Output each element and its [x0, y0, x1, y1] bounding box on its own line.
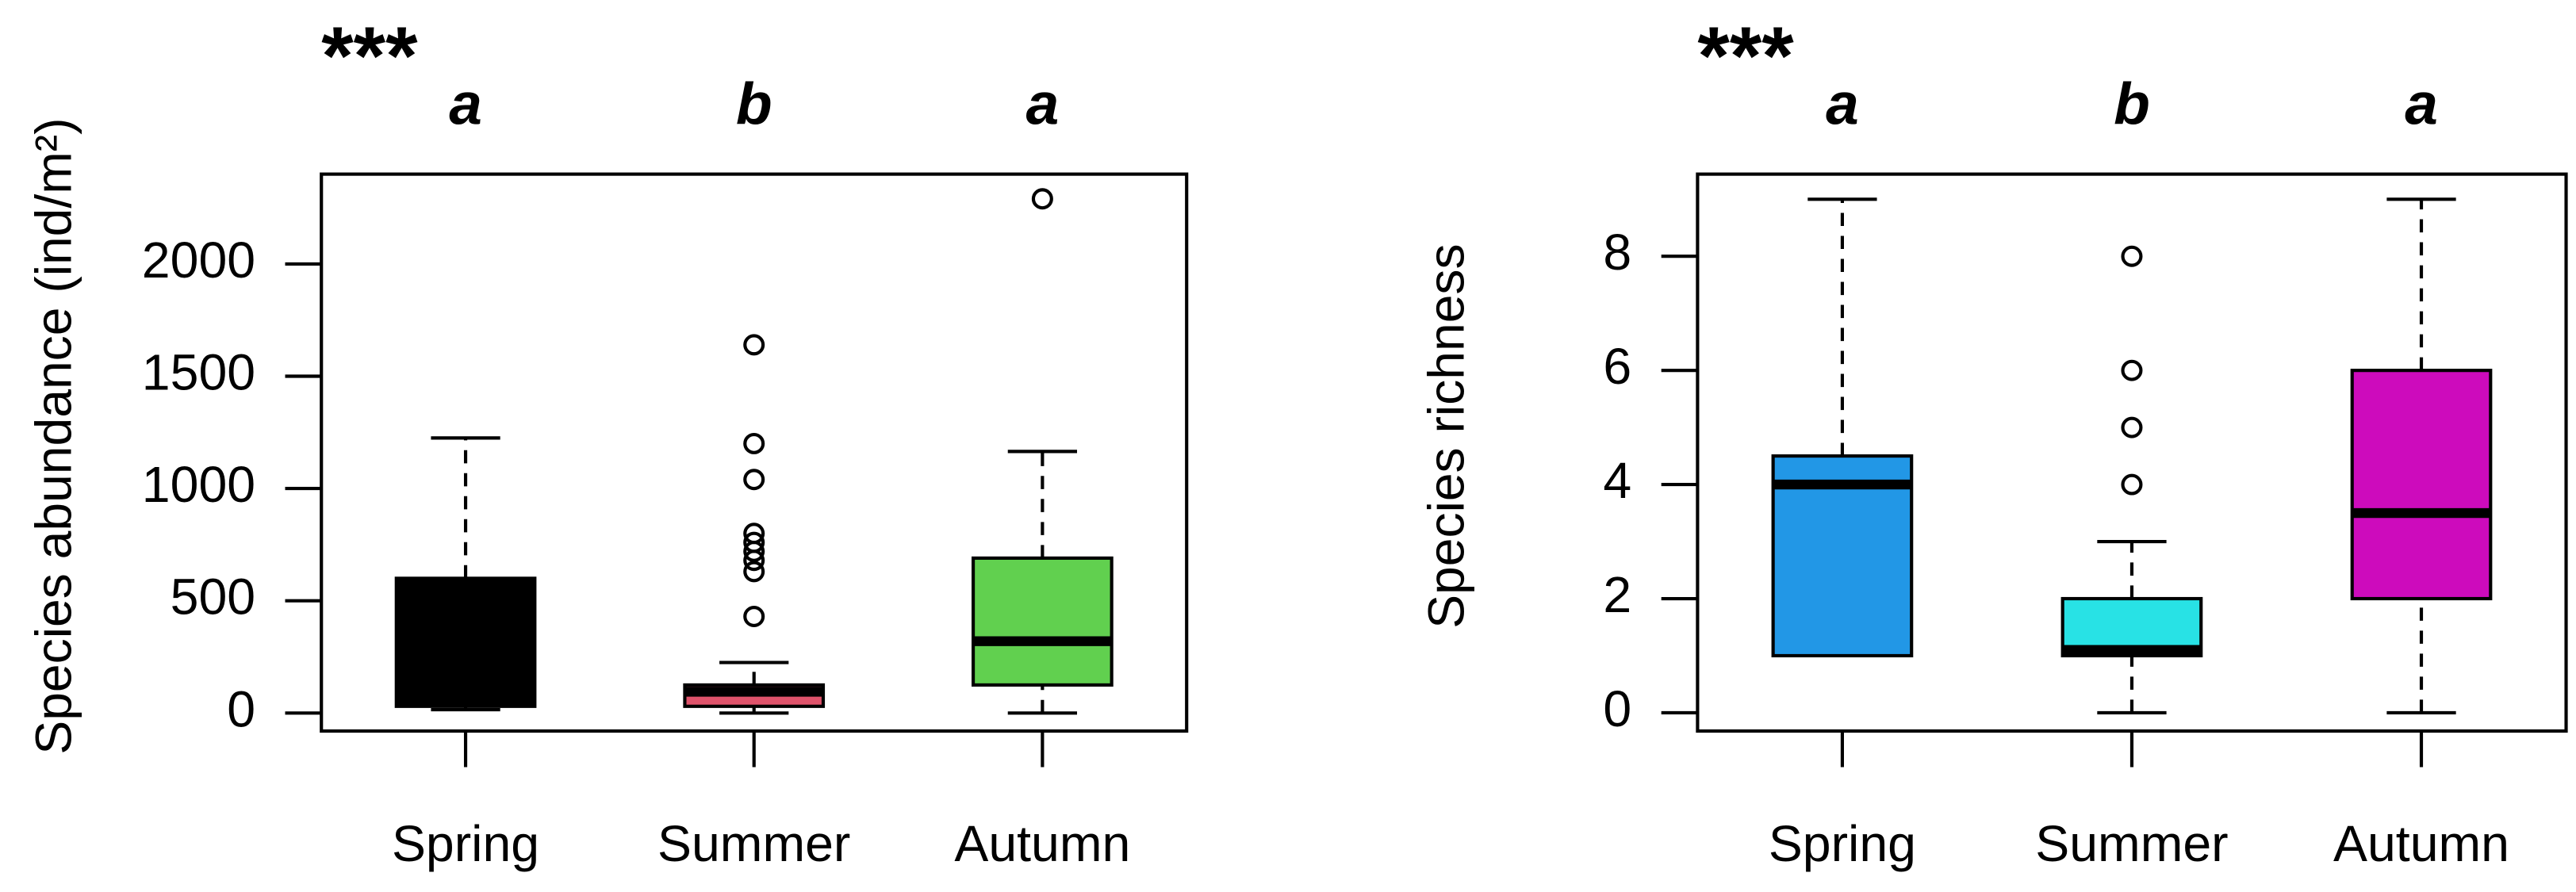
y-tick-label: 2	[1603, 566, 1631, 623]
outlier	[2121, 245, 2143, 267]
outlier	[743, 432, 765, 454]
significance: ***	[1697, 10, 1794, 101]
y-tick-label: 8	[1603, 224, 1631, 281]
outlier	[743, 561, 765, 583]
x-tick-label: Spring	[392, 815, 539, 872]
group-letter: b	[736, 71, 772, 137]
y-tick-label: 4	[1603, 452, 1631, 509]
y-tick-label: 1000	[142, 456, 255, 513]
x-tick-label: Summer	[657, 815, 850, 872]
y-tick-label: 0	[1603, 680, 1631, 737]
outlier	[743, 540, 765, 562]
y-tick-label: 2000	[142, 232, 255, 289]
significance: ***	[321, 10, 418, 101]
y-axis-label: Species richness	[1418, 243, 1475, 628]
outlier	[2121, 359, 2143, 381]
x-tick-label: Summer	[2035, 815, 2228, 872]
group-letter: b	[2114, 71, 2150, 137]
group-letter: a	[1026, 71, 1060, 137]
box	[2350, 369, 2493, 601]
group-letter: a	[2405, 71, 2438, 137]
outlier	[743, 334, 765, 356]
outlier	[743, 606, 765, 627]
y-tick-label: 1500	[142, 344, 255, 401]
y-axis-label: Species abundance (ind/m²)	[25, 117, 82, 754]
outlier	[1031, 188, 1053, 210]
x-tick-label: Autumn	[954, 815, 1130, 872]
y-tick-label: 500	[171, 569, 255, 626]
y-tick-label: 0	[227, 680, 255, 737]
box	[972, 556, 1114, 687]
outlier	[743, 549, 765, 572]
group-letter: a	[1826, 71, 1859, 137]
box	[394, 576, 537, 708]
outlier	[2121, 416, 2143, 438]
x-tick-label: Spring	[1769, 815, 1916, 872]
group-letter: a	[449, 71, 482, 137]
x-tick-label: Autumn	[2333, 815, 2509, 872]
outlier	[2121, 473, 2143, 496]
outlier	[743, 469, 765, 491]
y-tick-label: 6	[1603, 338, 1631, 395]
